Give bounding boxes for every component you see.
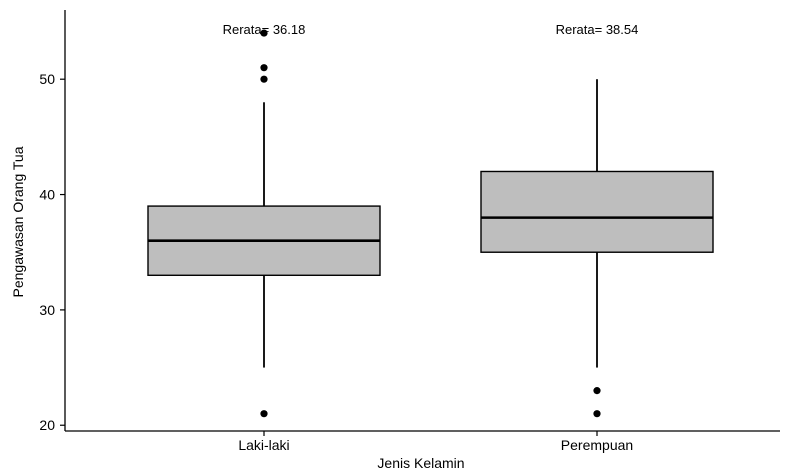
iqr-box xyxy=(480,170,714,253)
outlier-point xyxy=(260,75,268,83)
y-tick-label: 50 xyxy=(39,71,55,87)
mean-annotation: Rerata= 38.54 xyxy=(556,22,639,37)
y-ticks: 20 30 40 50 xyxy=(39,71,65,433)
outlier-point xyxy=(260,410,268,418)
box-perempuan: Rerata= 38.54 xyxy=(480,22,714,418)
axes xyxy=(64,10,780,432)
box-laki-laki: Rerata= 36.18 xyxy=(147,22,381,418)
outlier-point xyxy=(260,29,268,37)
x-ticks: Laki-laki Perempuan xyxy=(238,431,633,453)
x-tick-label: Laki-laki xyxy=(238,437,289,453)
outlier-point xyxy=(593,410,601,418)
mean-annotation: Rerata= 36.18 xyxy=(223,22,306,37)
x-axis-title: Jenis Kelamin xyxy=(377,455,464,471)
x-tick-label: Perempuan xyxy=(561,437,633,453)
outlier-point xyxy=(593,387,601,395)
plot-marks: Rerata= 36.18 Rerata= 38.54 xyxy=(147,22,714,418)
y-tick-label: 20 xyxy=(39,417,55,433)
outlier-point xyxy=(260,64,268,72)
y-axis-title: Pengawasan Orang Tua xyxy=(10,146,26,297)
y-tick-label: 40 xyxy=(39,187,55,203)
y-tick-label: 30 xyxy=(39,302,55,318)
